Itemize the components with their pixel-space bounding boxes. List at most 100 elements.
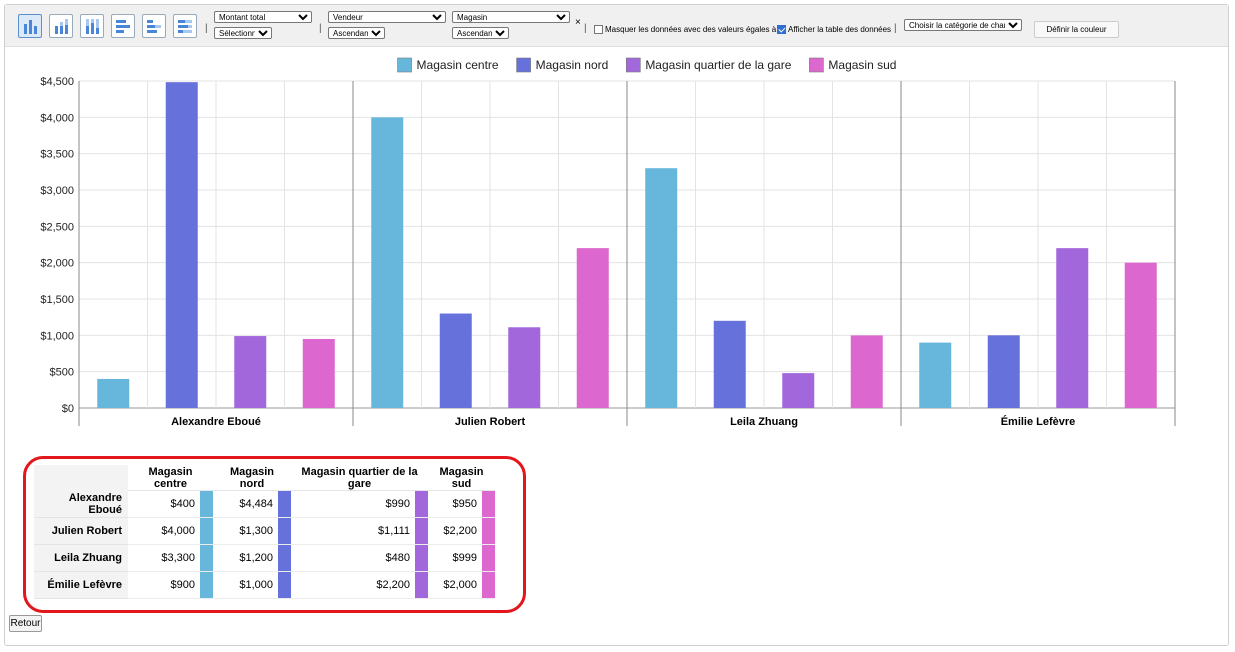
y-tick-label: $2,500 xyxy=(40,221,74,233)
y-tick-label: $4,000 xyxy=(40,112,74,124)
horizontal-bar-stacked-icon[interactable] xyxy=(142,14,166,38)
legend-swatch xyxy=(626,57,641,73)
y-tick-label: $0 xyxy=(62,403,74,415)
color-swatch xyxy=(200,490,213,518)
bar xyxy=(234,336,267,408)
color-swatch xyxy=(482,571,495,599)
bar xyxy=(713,320,746,408)
color-swatch xyxy=(482,490,495,518)
series-select[interactable]: Magasin xyxy=(452,11,570,23)
bar xyxy=(576,248,609,408)
series-sort-select[interactable]: Ascendant xyxy=(452,27,509,39)
horizontal-bar-grouped-icon[interactable] xyxy=(111,14,135,38)
color-swatch xyxy=(482,517,495,545)
y-tick-label: $3,500 xyxy=(40,149,74,161)
y-tick-label: $1,000 xyxy=(40,330,74,342)
color-swatch xyxy=(415,490,428,518)
back-button[interactable]: Retour xyxy=(9,615,42,632)
table-header-row: Magasin centre Magasin nord Magasin quar… xyxy=(34,465,495,491)
hide-zero-checkbox[interactable] xyxy=(594,25,603,34)
row-label: Alexandre Eboué xyxy=(34,490,128,518)
separator: | xyxy=(894,23,897,34)
bar xyxy=(371,117,404,408)
legend-label: Magasin centre xyxy=(417,58,499,72)
legend-swatch xyxy=(516,57,531,73)
table-cell: $990 xyxy=(291,490,415,518)
group-select[interactable]: Vendeur xyxy=(328,11,446,23)
field-category-select[interactable]: Choisir la catégorie de champ xyxy=(904,19,1022,31)
table-row: Leila Zhuang $3,300 $1,200 $480 $999 xyxy=(34,544,495,572)
bar xyxy=(97,378,130,408)
show-table-checkbox[interactable] xyxy=(777,25,786,34)
clear-icon[interactable]: × xyxy=(575,17,581,28)
legend-label: Magasin sud xyxy=(828,58,896,72)
vertical-bar-stacked-icon[interactable] xyxy=(49,14,73,38)
bar xyxy=(302,338,335,408)
table-cell: $400 xyxy=(128,490,200,518)
row-label: Leila Zhuang xyxy=(34,544,128,572)
x-category-label: Émilie Lefèvre xyxy=(1001,415,1076,428)
color-swatch xyxy=(415,544,428,572)
table-cell: $1,200 xyxy=(213,544,278,572)
table-cell: $999 xyxy=(428,544,482,572)
table-highlight-outline xyxy=(23,456,526,613)
y-tick-label: $1,500 xyxy=(40,294,74,306)
toolbar: | Montant total Sélectionner | Vendeur A… xyxy=(5,5,1228,47)
color-swatch xyxy=(200,544,213,572)
table-cell: $3,300 xyxy=(128,544,200,572)
x-category-label: Leila Zhuang xyxy=(730,416,798,428)
table-cell: $2,200 xyxy=(291,571,415,599)
separator: | xyxy=(319,23,322,34)
bar xyxy=(165,82,198,409)
show-table-label: Afficher la table des données xyxy=(788,25,892,34)
table-cell: $4,484 xyxy=(213,490,278,518)
group-sort-select[interactable]: Ascendant xyxy=(328,27,385,39)
table-cell: $2,200 xyxy=(428,517,482,545)
table-cell: $1,300 xyxy=(213,517,278,545)
y-tick-label: $3,000 xyxy=(40,185,74,197)
set-color-button[interactable]: Définir la couleur xyxy=(1034,21,1119,38)
column-header: Magasin centre xyxy=(128,465,213,491)
y-tick-label: $4,500 xyxy=(40,76,74,88)
bar xyxy=(782,373,815,408)
table-row: Émilie Lefèvre $900 $1,000 $2,200 $2,000 xyxy=(34,571,495,599)
measure-sub-select[interactable]: Sélectionner xyxy=(214,27,272,39)
hide-zero-label: Masquer les données avec des valeurs éga… xyxy=(605,25,783,34)
x-category-label: Julien Robert xyxy=(455,416,526,428)
bar xyxy=(1124,262,1157,408)
bar xyxy=(1056,248,1089,408)
table-row: Julien Robert $4,000 $1,300 $1,111 $2,20… xyxy=(34,517,495,545)
y-tick-label: $2,000 xyxy=(40,258,74,270)
table-cell: $950 xyxy=(428,490,482,518)
vertical-bar-percent-icon[interactable] xyxy=(80,14,104,38)
table-row: Alexandre Eboué $400 $4,484 $990 $950 xyxy=(34,490,495,518)
horizontal-bar-percent-icon[interactable] xyxy=(173,14,197,38)
column-header: Magasin sud xyxy=(428,465,495,491)
legend-swatch xyxy=(809,57,824,73)
row-label: Émilie Lefèvre xyxy=(34,571,128,599)
legend-swatch xyxy=(397,57,412,73)
color-swatch xyxy=(278,544,291,572)
table-cell: $1,111 xyxy=(291,517,415,545)
vertical-bar-grouped-icon[interactable] xyxy=(18,14,42,38)
table-cell: $480 xyxy=(291,544,415,572)
color-swatch xyxy=(200,517,213,545)
row-label: Julien Robert xyxy=(34,517,128,545)
color-swatch xyxy=(415,571,428,599)
table-cell: $4,000 xyxy=(128,517,200,545)
column-header: Magasin quartier de la gare xyxy=(291,465,428,491)
bar xyxy=(850,335,883,408)
bar-chart: $4,500 $4,000 $3,500 $3,000 $2,500 $2,000 $1,5… xyxy=(40,57,1176,428)
measure-select[interactable]: Montant total xyxy=(214,11,312,23)
color-swatch xyxy=(415,517,428,545)
separator: | xyxy=(205,23,208,34)
app-frame xyxy=(4,4,1229,646)
color-swatch xyxy=(482,544,495,572)
color-swatch xyxy=(278,517,291,545)
bar xyxy=(987,335,1020,408)
table-cell: $2,000 xyxy=(428,571,482,599)
column-header: Magasin nord xyxy=(213,465,291,491)
data-table: Magasin centre Magasin nord Magasin quar… xyxy=(34,465,495,599)
color-swatch xyxy=(278,571,291,599)
table-corner xyxy=(34,465,128,491)
